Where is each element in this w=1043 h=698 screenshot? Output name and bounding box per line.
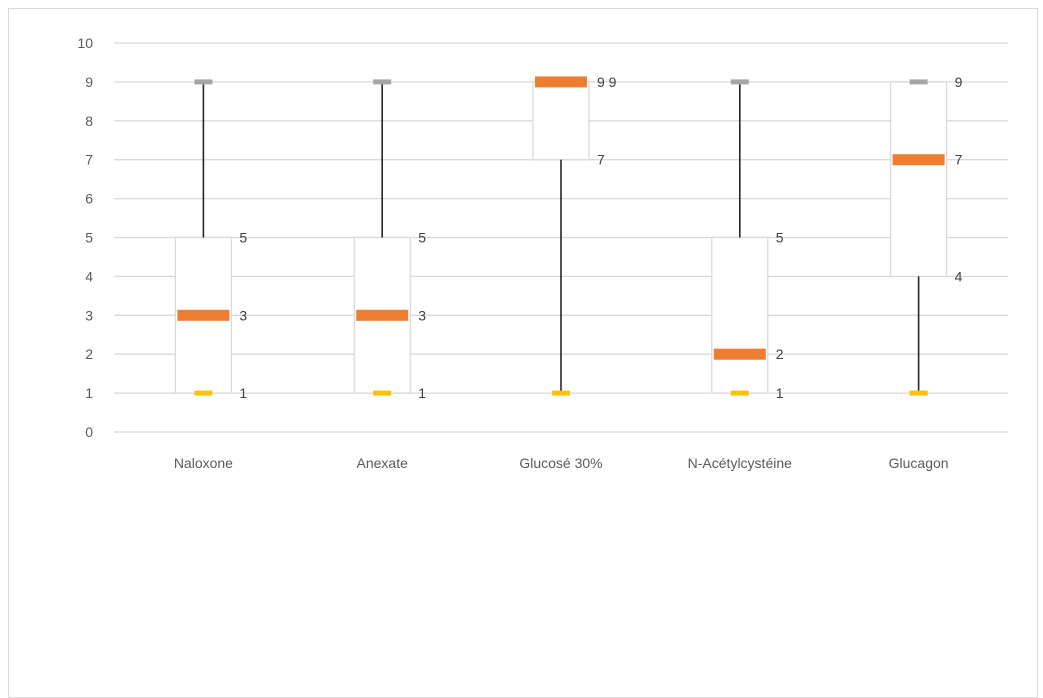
y-tick-label: 9 (85, 74, 93, 90)
data-labels: 5 3 1 5 3 1 9 9 7 5 2 1 9 7 4 (239, 74, 962, 401)
data-label: 1 (418, 385, 426, 401)
box-3 (711, 236, 769, 394)
y-tick-label: 0 (85, 424, 93, 440)
min-marker (909, 390, 928, 396)
data-label: 9 9 (597, 74, 617, 90)
max-marker (730, 79, 749, 85)
max-marker (909, 79, 928, 85)
y-tick-label: 3 (85, 307, 93, 323)
boxes (174, 76, 948, 396)
data-label: 3 (418, 307, 426, 323)
x-tick-label: N-Acétylcystéine (688, 455, 792, 471)
x-tick-label: Glucagon (889, 455, 949, 471)
min-marker (730, 390, 749, 396)
max-marker (194, 79, 213, 85)
y-tick-label: 6 (85, 191, 93, 207)
min-marker (194, 390, 213, 396)
x-axis-ticks: Naloxone Anexate Glucosé 30% N-Acétylcystéi… (174, 455, 949, 471)
max-marker (373, 79, 392, 85)
y-tick-label: 2 (85, 346, 93, 362)
y-tick-label: 4 (85, 268, 93, 284)
data-label: 1 (239, 385, 247, 401)
y-axis-ticks: 0 1 2 3 4 5 6 7 8 9 10 (77, 35, 93, 440)
y-tick-label: 1 (85, 385, 93, 401)
data-label: 1 (776, 385, 784, 401)
y-tick-label: 5 (85, 230, 93, 246)
data-label: 4 (955, 268, 963, 284)
box-2 (532, 81, 590, 161)
x-tick-label: Anexate (357, 455, 409, 471)
box-4 (889, 81, 948, 278)
x-tick-label: Naloxone (174, 455, 233, 471)
data-label: 7 (597, 152, 605, 168)
data-label: 2 (776, 346, 784, 362)
data-label: 5 (418, 230, 426, 246)
min-marker (373, 390, 392, 396)
y-tick-label: 8 (85, 113, 93, 129)
median-marker (535, 76, 587, 88)
data-label: 9 (955, 74, 963, 90)
x-tick-label: Glucosé 30% (519, 455, 602, 471)
min-marker (552, 390, 570, 396)
data-label: 5 (776, 230, 784, 246)
y-tick-label: 7 (85, 152, 93, 168)
median-marker (892, 154, 945, 166)
y-tick-label: 10 (77, 35, 93, 51)
data-label: 5 (239, 230, 247, 246)
median-marker (356, 309, 409, 321)
median-marker (177, 309, 230, 321)
median-marker (713, 348, 766, 360)
data-label: 3 (239, 307, 247, 323)
data-label: 7 (955, 152, 963, 168)
